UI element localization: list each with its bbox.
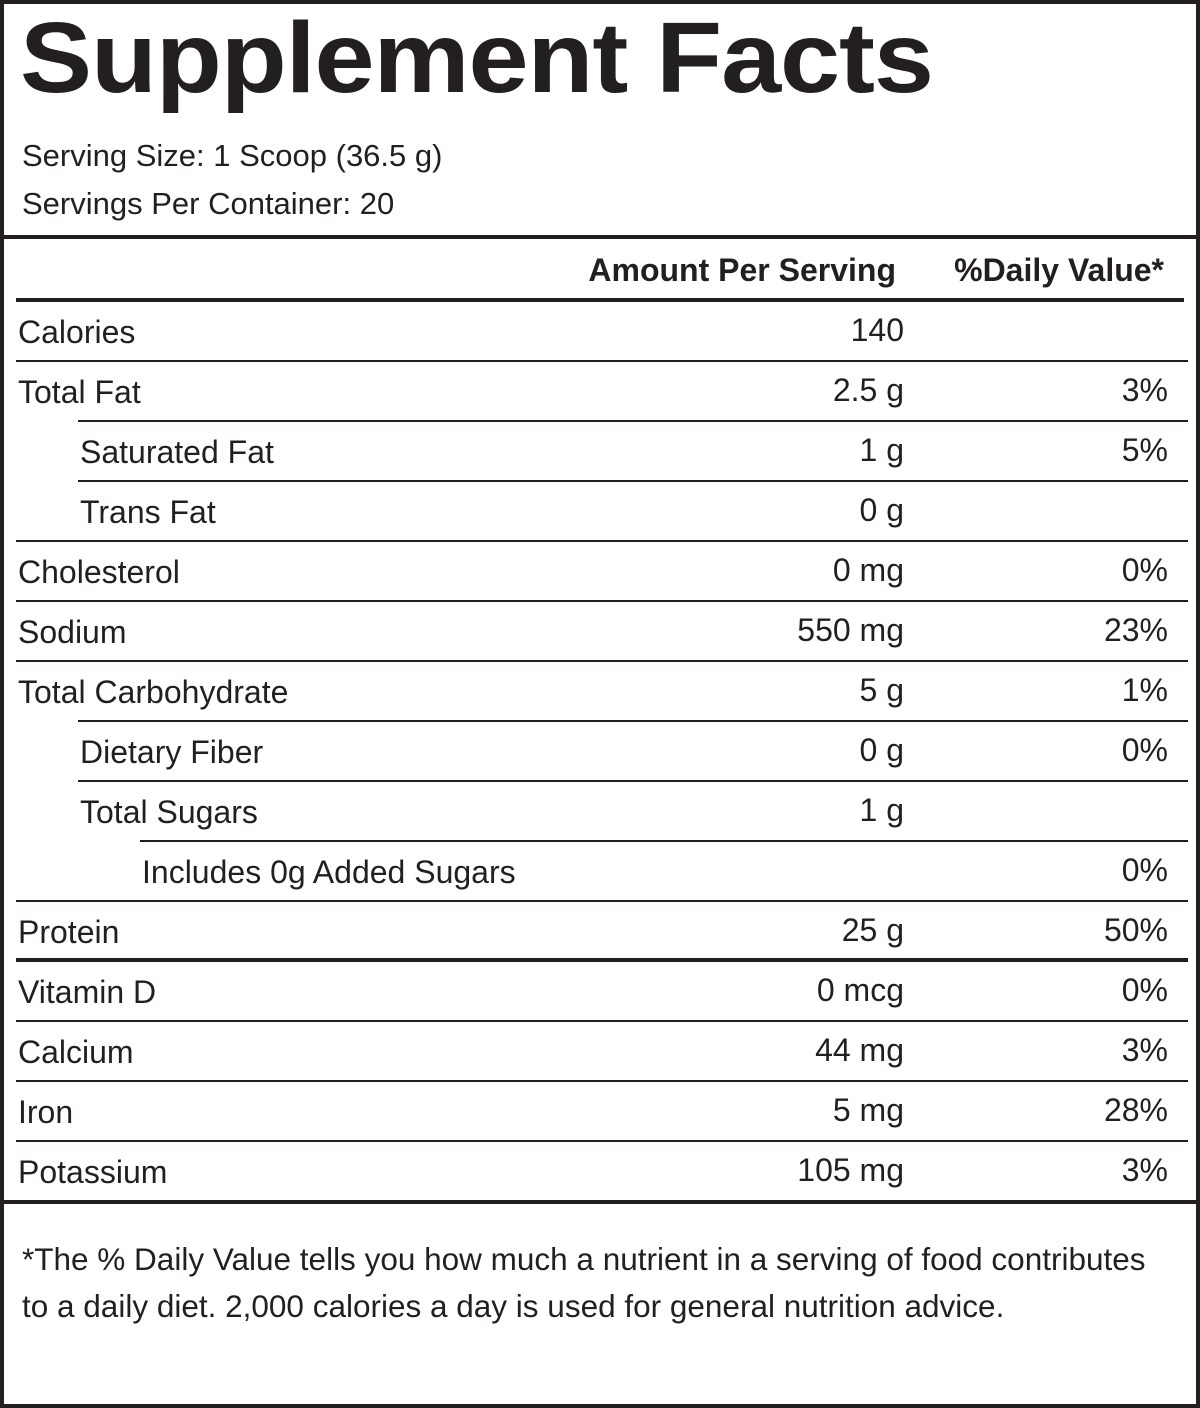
nutrient-daily-value: 0% <box>1121 552 1168 588</box>
nutrient-row: Total Fat 2.5 g 3% <box>4 362 1200 422</box>
nutrient-row: Total Sugars 1 g <box>4 782 1200 842</box>
nutrient-daily-value: 0% <box>1121 732 1168 768</box>
nutrient-amount: 1 g <box>859 792 904 828</box>
nutrient-name: Sodium <box>18 614 127 650</box>
serving-size: Serving Size: 1 Scoop (36.5 g) <box>22 138 443 173</box>
nutrient-amount: 0 mcg <box>816 972 904 1008</box>
nutrient-amount: 44 mg <box>815 1032 904 1068</box>
nutrient-daily-value: 1% <box>1121 672 1168 708</box>
nutrient-name: Saturated Fat <box>80 434 274 470</box>
nutrient-amount: 1 g <box>859 432 904 468</box>
nutrient-row: Potassium 105 mg 3% <box>4 1142 1200 1202</box>
thick-divider-top <box>4 235 1196 239</box>
nutrient-daily-value: 50% <box>1103 912 1168 948</box>
nutrient-name: Potassium <box>18 1154 168 1190</box>
nutrient-name: Cholesterol <box>18 554 180 590</box>
nutrient-row: Vitamin D 0 mcg 0% <box>4 962 1200 1022</box>
nutrient-amount: 25 g <box>841 912 904 948</box>
header-divider <box>16 298 1184 302</box>
nutrient-row: Sodium 550 mg 23% <box>4 602 1200 662</box>
nutrient-amount: 5 mg <box>832 1092 904 1128</box>
nutrient-daily-value: 23% <box>1103 612 1168 648</box>
nutrient-amount: 0 mg <box>832 552 904 588</box>
nutrient-row: Calories 140 <box>4 302 1200 362</box>
daily-value-footnote: *The % Daily Value tells you how much a … <box>22 1241 1146 1324</box>
nutrient-daily-value: 3% <box>1121 1152 1168 1188</box>
nutrient-daily-value: 3% <box>1121 1032 1168 1068</box>
nutrient-name: Includes 0g Added Sugars <box>142 854 516 890</box>
nutrient-amount: 550 mg <box>797 612 904 648</box>
nutrient-amount: 105 mg <box>797 1152 904 1188</box>
nutrient-daily-value: 28% <box>1103 1092 1168 1128</box>
nutrient-row: Saturated Fat 1 g 5% <box>4 422 1200 482</box>
nutrient-amount: 0 g <box>859 492 904 528</box>
label-title: Supplement Facts <box>20 2 934 114</box>
nutrient-name: Total Carbohydrate <box>18 674 289 710</box>
nutrient-amount: 140 <box>850 312 904 348</box>
nutrient-daily-value: 0% <box>1121 972 1168 1008</box>
nutrient-name: Trans Fat <box>80 494 216 530</box>
nutrient-amount: 2.5 g <box>832 372 904 408</box>
nutrient-row: Cholesterol 0 mg 0% <box>4 542 1200 602</box>
nutrient-row: Dietary Fiber 0 g 0% <box>4 722 1200 782</box>
nutrient-amount: 5 g <box>859 672 904 708</box>
nutrient-row: Protein 25 g 50% <box>4 902 1200 962</box>
servings-per-container: Servings Per Container: 20 <box>22 186 395 221</box>
nutrient-name: Iron <box>18 1094 74 1130</box>
nutrient-name: Vitamin D <box>18 974 157 1010</box>
nutrient-daily-value: 5% <box>1121 432 1168 468</box>
nutrient-row: Calcium 44 mg 3% <box>4 1022 1200 1082</box>
daily-value-header: %Daily Value* <box>954 252 1164 288</box>
nutrient-name: Protein <box>18 914 120 950</box>
nutrient-name: Calories <box>18 314 136 350</box>
nutrient-name: Total Fat <box>18 374 141 410</box>
nutrient-row: Iron 5 mg 28% <box>4 1082 1200 1142</box>
nutrient-row: Includes 0g Added Sugars 0% <box>4 842 1200 902</box>
nutrient-name: Calcium <box>18 1034 134 1070</box>
nutrient-daily-value: 0% <box>1121 852 1168 888</box>
amount-per-serving-header: Amount Per Serving <box>588 252 896 288</box>
nutrient-name: Total Sugars <box>80 794 258 830</box>
nutrient-amount: 0 g <box>859 732 904 768</box>
nutrient-name: Dietary Fiber <box>80 734 264 770</box>
nutrient-row: Total Carbohydrate 5 g 1% <box>4 662 1200 722</box>
nutrient-row: Trans Fat 0 g <box>4 482 1200 542</box>
nutrient-daily-value: 3% <box>1121 372 1168 408</box>
thick-divider-bottom <box>4 1200 1196 1204</box>
